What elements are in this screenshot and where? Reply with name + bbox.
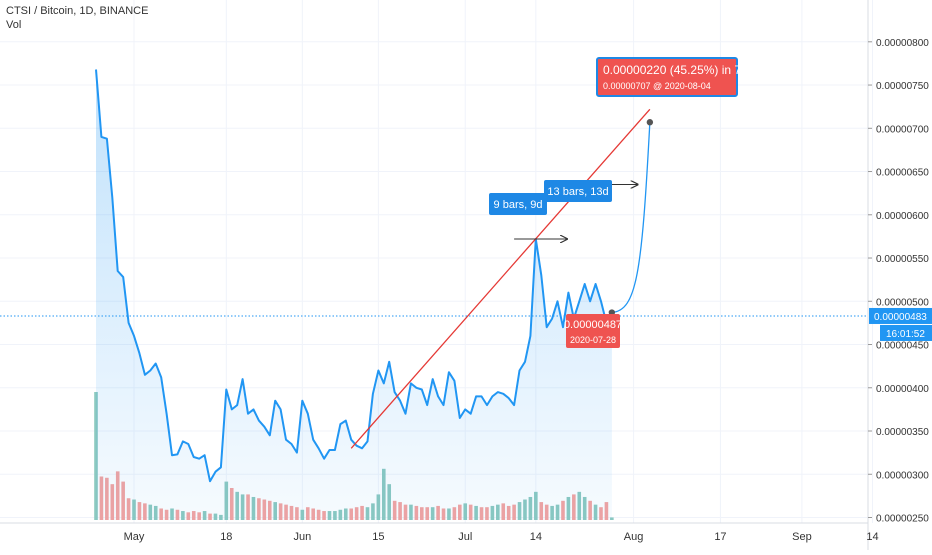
price-axis-label: 0.00000250: [876, 514, 929, 525]
price-axis-label: 0.00000700: [876, 124, 929, 135]
projection-end-point[interactable]: [646, 119, 654, 126]
price-area-fill: [96, 69, 612, 520]
start-date-label: 2020-07-28: [570, 335, 616, 345]
time-axis-label: 14: [866, 531, 878, 543]
time-axis-label: 15: [372, 531, 384, 543]
countdown-label: 16:01:52: [886, 329, 925, 340]
countdown-box[interactable]: [880, 324, 932, 341]
time-axis-label: Jul: [458, 531, 472, 543]
price-axis-label: 0.00000300: [876, 470, 929, 481]
current-price-label: 0.00000483: [874, 312, 927, 323]
price-axis-label: 0.00000400: [876, 384, 929, 395]
time-axis-label: 18: [220, 531, 232, 543]
symbol-title[interactable]: CTSI / Bitcoin, 1D, BINANCE: [6, 5, 149, 17]
target-price-box[interactable]: [596, 57, 738, 97]
price-axis-label: 0.00000800: [876, 38, 929, 49]
time-axis-label: Aug: [624, 531, 644, 543]
volume-indicator-label[interactable]: Vol: [6, 19, 22, 31]
time-axis-label: Sep: [792, 531, 812, 543]
current-price-box[interactable]: [869, 307, 932, 324]
price-axis-label: 0.00000650: [876, 168, 929, 179]
labels[interactable]: 9 bars, 9d 13 bars, 13d 0.00000487 2020-07-…: [489, 57, 932, 348]
bar-count-label-1: 9 bars, 9d: [494, 199, 543, 211]
price-area: [95, 69, 613, 520]
trend-line[interactable]: [350, 108, 651, 449]
price-axis-label: 0.00000450: [876, 341, 929, 352]
time-axis-label: 14: [530, 531, 542, 543]
price-axis-label: 0.00000550: [876, 254, 929, 265]
bar-count-label-2: 13 bars, 13d: [547, 186, 608, 198]
price-line[interactable]: [95, 69, 613, 483]
chart-legend: CTSI / Bitcoin, 1D, BINANCE Vol: [6, 4, 148, 32]
drawings[interactable]: [0, 108, 868, 449]
target-date-label: 0.00000707 @ 2020-08-04: [603, 81, 711, 91]
start-price-label: 0.00000487: [564, 319, 622, 331]
bar-count-label-2-box[interactable]: [544, 180, 612, 202]
price-axis-label: 0.00000750: [876, 81, 929, 92]
bar-count-label-1-box[interactable]: [489, 193, 547, 215]
time-axis-label: May: [124, 531, 145, 543]
price-axis-label: 0.00000350: [876, 427, 929, 438]
start-price-box[interactable]: [566, 314, 620, 348]
time-axis-label: 17: [714, 531, 726, 543]
projection-curve[interactable]: [611, 122, 651, 314]
price-axis-label: 0.00000600: [876, 211, 929, 222]
target-change-label: 0.00000220 (45.25%) in 7d: [603, 63, 748, 77]
price-axis-label: 0.00000500: [876, 297, 929, 308]
time-axis-label: Jun: [293, 531, 311, 543]
